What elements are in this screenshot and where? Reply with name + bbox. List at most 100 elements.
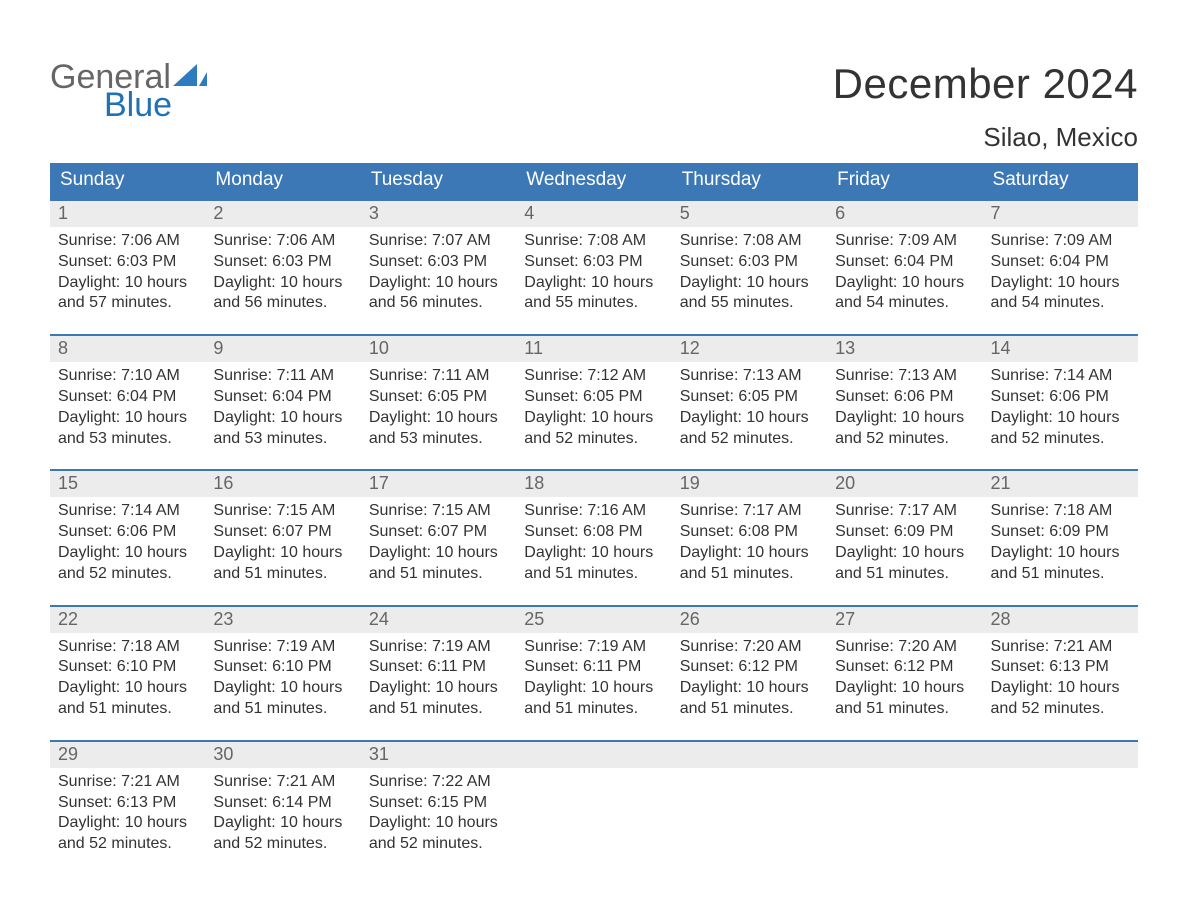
day-number: 29 bbox=[50, 742, 205, 768]
sunrise-text: Sunrise: 7:14 AM bbox=[991, 366, 1130, 387]
day-number: 24 bbox=[361, 607, 516, 633]
day-body: Sunrise: 7:08 AMSunset: 6:03 PMDaylight:… bbox=[672, 227, 827, 320]
sunset-text: Sunset: 6:14 PM bbox=[213, 793, 352, 814]
day-cell: 28 Sunrise: 7:21 AMSunset: 6:13 PMDayligh… bbox=[983, 607, 1138, 726]
day-body: Sunrise: 7:21 AMSunset: 6:14 PMDaylight:… bbox=[205, 768, 360, 861]
weekday-header: Thursday bbox=[672, 163, 827, 199]
sunset-text: Sunset: 6:06 PM bbox=[58, 522, 197, 543]
day-number: 8 bbox=[50, 336, 205, 362]
sunset-text: Sunset: 6:05 PM bbox=[680, 387, 819, 408]
day-number: 17 bbox=[361, 471, 516, 497]
day-body: Sunrise: 7:06 AMSunset: 6:03 PMDaylight:… bbox=[50, 227, 205, 320]
day-cell: 7Sunrise: 7:09 AMSunset: 6:04 PMDaylight… bbox=[983, 201, 1138, 320]
sunrise-text: Sunrise: 7:16 AM bbox=[524, 501, 663, 522]
day-number: 31 bbox=[361, 742, 516, 768]
day-cell: 18Sunrise: 7:16 AMSunset: 6:08 PMDayligh… bbox=[516, 471, 671, 590]
day-number: 25 bbox=[516, 607, 671, 633]
sunset-text: Sunset: 6:13 PM bbox=[58, 793, 197, 814]
daylight-text: Daylight: 10 hours and 52 minutes. bbox=[369, 813, 508, 855]
location-label: Silao, Mexico bbox=[833, 122, 1138, 153]
weekday-header: Friday bbox=[827, 163, 982, 199]
day-number: 15 bbox=[50, 471, 205, 497]
daylight-text: Daylight: 10 hours and 52 minutes. bbox=[991, 678, 1130, 720]
day-cell: 5Sunrise: 7:08 AMSunset: 6:03 PMDaylight… bbox=[672, 201, 827, 320]
sunrise-text: Sunrise: 7:11 AM bbox=[213, 366, 352, 387]
day-body: Sunrise: 7:13 AMSunset: 6:05 PMDaylight:… bbox=[672, 362, 827, 455]
daylight-text: Daylight: 10 hours and 51 minutes. bbox=[680, 543, 819, 585]
calendar-week: 22Sunrise: 7:18 AMSunset: 6:10 PMDayligh… bbox=[50, 605, 1138, 726]
calendar-week: 29 Sunrise: 7:21 AM Sunset: 6:13 PM Dayligh… bbox=[50, 740, 1138, 861]
sunrise-text: Sunrise: 7:12 AM bbox=[524, 366, 663, 387]
sunrise-text: Sunrise: 7:13 AM bbox=[835, 366, 974, 387]
day-body: Sunrise: 7:19 AMSunset: 6:11 PMDaylight:… bbox=[361, 633, 516, 726]
sunrise-text: Sunrise: 7:21 AM bbox=[213, 772, 352, 793]
sunrise-text: Sunrise: 7:15 AM bbox=[369, 501, 508, 522]
day-body bbox=[827, 768, 982, 848]
day-number: 11 bbox=[516, 336, 671, 362]
sunrise-text: Sunrise: 7:19 AM bbox=[213, 637, 352, 658]
day-body: Sunrise: 7:15 AMSunset: 6:07 PMDaylight:… bbox=[361, 497, 516, 590]
sunset-text: Sunset: 6:03 PM bbox=[58, 252, 197, 273]
day-body: Sunrise: 7:19 AMSunset: 6:10 PMDaylight:… bbox=[205, 633, 360, 726]
weekday-header: Saturday bbox=[983, 163, 1138, 199]
calendar-week: 15Sunrise: 7:14 AMSunset: 6:06 PMDayligh… bbox=[50, 469, 1138, 590]
day-body: Sunrise: 7:14 AMSunset: 6:06 PMDaylight:… bbox=[50, 497, 205, 590]
day-body: Sunrise: 7:10 AMSunset: 6:04 PMDaylight:… bbox=[50, 362, 205, 455]
sunset-text: Sunset: 6:08 PM bbox=[524, 522, 663, 543]
empty-day-cell bbox=[672, 742, 827, 861]
daylight-text: Daylight: 10 hours and 52 minutes. bbox=[835, 408, 974, 450]
day-number: 14 bbox=[983, 336, 1138, 362]
sunset-text: Sunset: 6:11 PM bbox=[369, 657, 508, 678]
sunrise-text: Sunrise: 7:11 AM bbox=[369, 366, 508, 387]
sunset-text: Sunset: 6:08 PM bbox=[680, 522, 819, 543]
sunrise-text: Sunrise: 7:21 AM bbox=[991, 637, 1130, 658]
sunset-text: Sunset: 6:13 PM bbox=[991, 657, 1130, 678]
day-number: 16 bbox=[205, 471, 360, 497]
daylight-text: Daylight: 10 hours and 53 minutes. bbox=[213, 408, 352, 450]
day-number: 10 bbox=[361, 336, 516, 362]
day-cell: 21Sunrise: 7:18 AMSunset: 6:09 PMDayligh… bbox=[983, 471, 1138, 590]
daylight-text: Daylight: 10 hours and 51 minutes. bbox=[835, 678, 974, 720]
day-cell: 22Sunrise: 7:18 AMSunset: 6:10 PMDayligh… bbox=[50, 607, 205, 726]
calendar-grid: SundayMondayTuesdayWednesdayThursdayFrid… bbox=[50, 163, 1138, 861]
sunset-text: Sunset: 6:04 PM bbox=[835, 252, 974, 273]
day-cell: 9Sunrise: 7:11 AMSunset: 6:04 PMDaylight… bbox=[205, 336, 360, 455]
daylight-text: Daylight: 10 hours and 53 minutes. bbox=[58, 408, 197, 450]
day-body: Sunrise: 7:20 AMSunset: 6:12 PMDaylight:… bbox=[672, 633, 827, 726]
day-body: Sunrise: 7:06 AMSunset: 6:03 PMDaylight:… bbox=[205, 227, 360, 320]
sunrise-text: Sunrise: 7:20 AM bbox=[835, 637, 974, 658]
title-block: December 2024 Silao, Mexico bbox=[833, 60, 1138, 153]
day-number: 6 bbox=[827, 201, 982, 227]
day-body: Sunrise: 7:08 AMSunset: 6:03 PMDaylight:… bbox=[516, 227, 671, 320]
sunset-text: Sunset: 6:04 PM bbox=[213, 387, 352, 408]
calendar-page: General Blue December 2024 Silao, Mexico… bbox=[0, 0, 1188, 901]
day-cell: 3Sunrise: 7:07 AMSunset: 6:03 PMDaylight… bbox=[361, 201, 516, 320]
daylight-text: Daylight: 10 hours and 56 minutes. bbox=[213, 273, 352, 315]
daylight-text: Daylight: 10 hours and 52 minutes. bbox=[58, 543, 197, 585]
logo-text-blue: Blue bbox=[104, 88, 207, 122]
sunrise-text: Sunrise: 7:06 AM bbox=[58, 231, 197, 252]
weekday-header: Wednesday bbox=[516, 163, 671, 199]
day-number: 12 bbox=[672, 336, 827, 362]
daylight-text: Daylight: 10 hours and 51 minutes. bbox=[680, 678, 819, 720]
month-year-title: December 2024 bbox=[833, 60, 1138, 108]
day-body bbox=[983, 768, 1138, 848]
day-body: Sunrise: 7:20 AMSunset: 6:12 PMDaylight:… bbox=[827, 633, 982, 726]
sunrise-text: Sunrise: 7:22 AM bbox=[369, 772, 508, 793]
day-body: Sunrise: 7:16 AMSunset: 6:08 PMDaylight:… bbox=[516, 497, 671, 590]
sunset-text: Sunset: 6:05 PM bbox=[369, 387, 508, 408]
sunset-text: Sunset: 6:05 PM bbox=[524, 387, 663, 408]
sunset-text: Sunset: 6:04 PM bbox=[991, 252, 1130, 273]
day-cell: 30Sunrise: 7:21 AMSunset: 6:14 PMDayligh… bbox=[205, 742, 360, 861]
day-number: 28 bbox=[983, 607, 1138, 633]
daylight-text: Daylight: 10 hours and 54 minutes. bbox=[835, 273, 974, 315]
logo: General Blue bbox=[50, 60, 207, 122]
weekday-header: Sunday bbox=[50, 163, 205, 199]
sunset-text: Sunset: 6:03 PM bbox=[524, 252, 663, 273]
day-cell: 15Sunrise: 7:14 AMSunset: 6:06 PMDayligh… bbox=[50, 471, 205, 590]
day-body: Sunrise: 7:22 AMSunset: 6:15 PMDaylight:… bbox=[361, 768, 516, 861]
day-body: Sunrise: 7:15 AMSunset: 6:07 PMDaylight:… bbox=[205, 497, 360, 590]
daylight-text: Daylight: 10 hours and 51 minutes. bbox=[213, 678, 352, 720]
sunset-text: Sunset: 6:09 PM bbox=[991, 522, 1130, 543]
day-cell: 14Sunrise: 7:14 AMSunset: 6:06 PMDayligh… bbox=[983, 336, 1138, 455]
